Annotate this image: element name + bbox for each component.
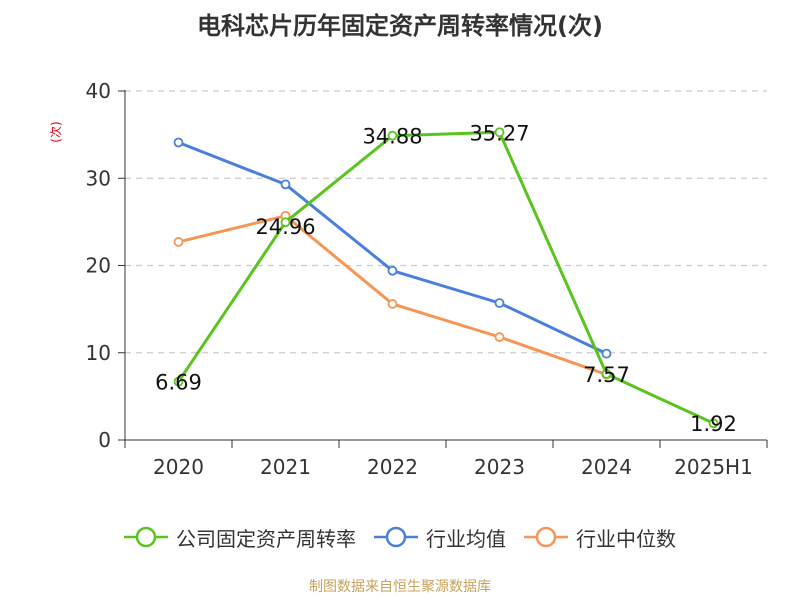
data-label: 6.69 — [155, 371, 202, 395]
series-line-2 — [178, 214, 607, 377]
legend-marker-industry-avg-icon — [374, 526, 418, 548]
legend-marker-industry-median-icon — [524, 526, 568, 548]
data-label: 34.88 — [362, 125, 422, 149]
y-tick-label: 40 — [86, 79, 111, 103]
legend-item-company[interactable]: 公司固定资产周转率 — [124, 523, 356, 552]
legend-marker-company-icon — [124, 526, 168, 548]
legend: 公司固定资产周转率 行业均值 行业中位数 — [0, 520, 800, 554]
data-label: 7.57 — [583, 363, 630, 387]
y-tick-label: 0 — [98, 428, 111, 452]
data-point — [280, 179, 291, 190]
data-point — [601, 369, 612, 379]
x-tick-label: 2025H1 — [674, 455, 753, 479]
series-line-1 — [177, 141, 608, 355]
data-point — [494, 298, 505, 308]
y-tick-label: 20 — [86, 254, 111, 278]
data-point — [173, 376, 184, 387]
data-label: 1.92 — [690, 412, 737, 436]
y-tick-label: 30 — [86, 166, 111, 190]
x-tick-label: 2020 — [153, 455, 204, 479]
data-point — [387, 298, 398, 309]
data-point — [708, 418, 719, 429]
y-tick-label: 10 — [86, 341, 111, 365]
x-tick-label: 2021 — [260, 455, 311, 479]
legend-label-industry-avg: 行业均值 — [426, 526, 506, 551]
data-point — [387, 265, 398, 276]
data-point — [494, 332, 505, 342]
series-line-0 — [177, 130, 715, 425]
data-point — [494, 127, 505, 138]
x-tick-label: 2023 — [474, 455, 525, 479]
data-label: 35.27 — [469, 121, 529, 145]
data-point — [173, 137, 184, 148]
data-source-note: 制图数据来自恒生聚源数据库 — [309, 579, 491, 595]
legend-item-industry-avg[interactable]: 行业均值 — [374, 523, 506, 552]
data-point — [601, 348, 612, 359]
legend-item-industry-median[interactable]: 行业中位数 — [524, 523, 676, 552]
legend-label-industry-median: 行业中位数 — [576, 526, 676, 551]
legend-label-company: 公司固定资产周转率 — [176, 526, 356, 551]
data-point — [173, 237, 184, 247]
x-tick-label: 2024 — [581, 455, 632, 479]
chart-title: 电科芯片历年固定资产周转率情况(次) — [197, 12, 603, 40]
data-point — [280, 217, 291, 228]
data-label: 24.96 — [255, 215, 315, 239]
data-point — [387, 130, 398, 141]
x-tick-label: 2022 — [367, 455, 418, 479]
